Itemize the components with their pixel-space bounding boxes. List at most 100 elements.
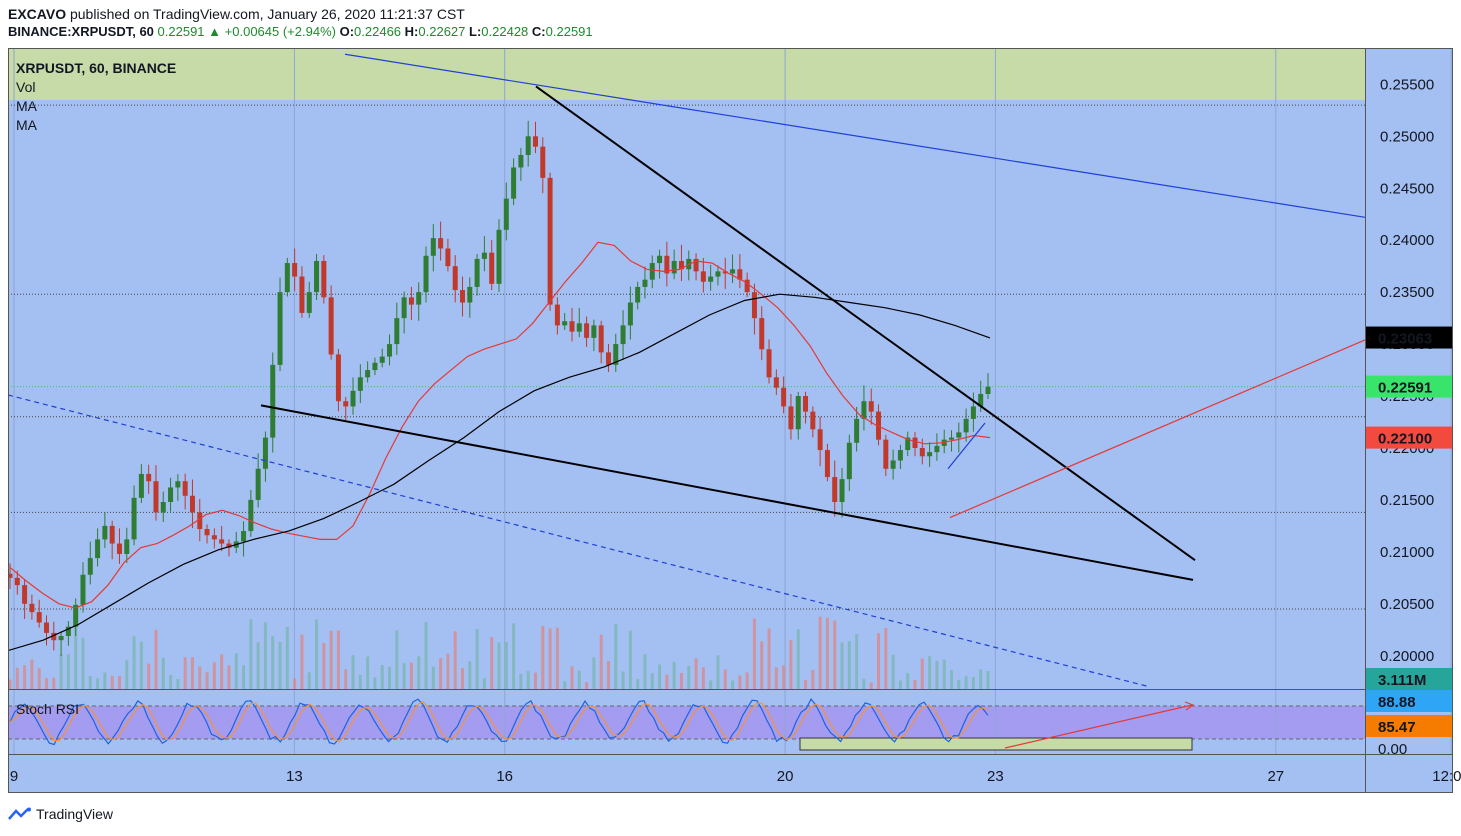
tradingview-brand[interactable]: TradingView <box>36 806 114 822</box>
volume-bar <box>606 661 610 689</box>
candle-body <box>970 406 976 419</box>
volume-bar <box>395 630 399 689</box>
candle-body <box>95 539 101 559</box>
candle-body <box>182 481 188 496</box>
candle-body <box>919 447 925 457</box>
volume-bar <box>74 626 78 689</box>
marker-volume-bg <box>1366 668 1452 690</box>
volume-bar <box>125 660 129 689</box>
marker-last-price: 0.22591 <box>1378 380 1432 397</box>
legend-ma-2[interactable]: MA <box>16 117 38 133</box>
candle-body <box>737 269 743 280</box>
volume-bar <box>533 672 537 689</box>
volume-bar <box>8 679 12 689</box>
wedge-top-line <box>535 85 1196 561</box>
footer: TradingView <box>8 806 113 822</box>
volume-bar <box>66 654 70 689</box>
candle-body <box>109 525 115 544</box>
publisher-name[interactable]: EXCAVO <box>8 6 67 22</box>
candle-body <box>554 304 560 326</box>
volume-bar <box>723 669 727 689</box>
volume-bar <box>183 657 187 689</box>
legend-ma-1[interactable]: MA <box>16 98 38 114</box>
candle-body <box>927 452 933 457</box>
candle-body <box>569 321 575 332</box>
volume-bar <box>906 673 910 689</box>
volume-bar <box>402 663 406 689</box>
candle-body <box>693 258 699 272</box>
volume-bar <box>59 653 63 689</box>
ma-red-line <box>9 241 991 609</box>
volume-bar <box>592 657 596 689</box>
volume-bar <box>373 677 377 689</box>
breakout-line <box>947 422 986 470</box>
time-tick-label: 23 <box>987 768 1004 785</box>
volume-bar <box>541 625 545 689</box>
time-tick-label: 20 <box>777 768 794 785</box>
volume-bar <box>964 676 968 689</box>
volume-bar <box>300 634 304 689</box>
volume-bar <box>358 674 362 689</box>
candle-body <box>401 297 407 319</box>
volume-bar <box>782 665 786 689</box>
volume-bar <box>227 665 231 689</box>
stoch-k-line <box>9 697 989 746</box>
volume-bar <box>869 682 873 689</box>
volume-bar <box>453 631 457 689</box>
candle-body <box>715 271 721 277</box>
high-label: H: <box>404 24 419 39</box>
volume-bar <box>585 682 589 689</box>
volume-bar <box>731 680 735 689</box>
candle-body <box>467 286 473 303</box>
volume-bar <box>913 679 917 689</box>
legend-vol[interactable]: Vol <box>16 79 35 95</box>
volume-bar <box>81 637 85 689</box>
candle-body <box>474 258 480 287</box>
candle-body <box>423 255 429 293</box>
price-axis[interactable]: 0.25500 0.25000 0.24500 0.24000 0.23500 0.230… <box>1380 76 1434 664</box>
candle-body <box>43 622 49 633</box>
volume-bar <box>709 680 713 689</box>
stoch-d-line <box>9 701 989 743</box>
volume-bar <box>190 657 194 689</box>
candle-body <box>36 612 42 623</box>
candle-body <box>766 349 772 378</box>
volume-bar <box>461 667 465 689</box>
volume-bar <box>928 656 932 689</box>
tradingview-logo-icon[interactable] <box>8 807 32 821</box>
last-price: 0.22591 <box>157 24 205 39</box>
volume-bar <box>417 656 421 689</box>
candle-body <box>730 269 736 274</box>
candle-body <box>321 260 327 298</box>
volume-bar <box>110 675 114 689</box>
marker-ma-red: 0.22100 <box>1378 431 1432 448</box>
volume-bar <box>935 660 939 689</box>
volume-bar <box>315 619 319 689</box>
candle-body <box>379 356 385 363</box>
volume-bar <box>636 678 640 689</box>
volume-bar <box>738 675 742 689</box>
candle-body <box>284 263 290 293</box>
price-tick-label: 0.24000 <box>1380 232 1434 249</box>
candle-body <box>744 279 750 293</box>
candle-body <box>854 418 860 443</box>
candle-body <box>722 271 728 274</box>
price-tick-label: 0.25000 <box>1380 128 1434 145</box>
volume-bar <box>658 664 662 689</box>
candle-body <box>759 318 765 350</box>
volume-bar <box>716 655 720 689</box>
legend-title[interactable]: XRPUSDT, 60, BINANCE <box>16 60 176 76</box>
grid <box>13 48 1452 754</box>
volume-bar <box>971 676 975 689</box>
candle-body <box>357 377 363 391</box>
candle-body <box>657 255 663 264</box>
candle-body <box>241 531 247 542</box>
volume-bar <box>37 668 41 689</box>
candles <box>8 120 991 657</box>
legend-stoch-rsi[interactable]: Stoch RSI <box>16 701 79 717</box>
candle-body <box>189 495 195 513</box>
candle-body <box>664 255 670 274</box>
candle-body <box>598 325 604 353</box>
